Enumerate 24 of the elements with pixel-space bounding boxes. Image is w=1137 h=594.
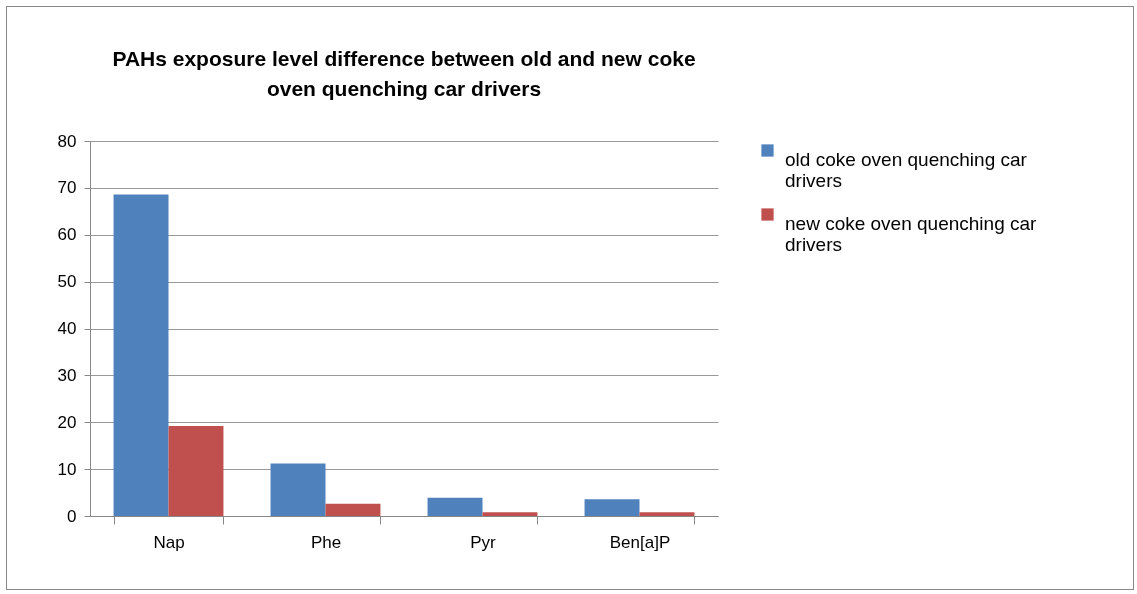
y-tick-label: 30 bbox=[57, 365, 77, 385]
bar bbox=[270, 463, 326, 516]
y-tick-label: 10 bbox=[57, 459, 77, 479]
bar bbox=[168, 426, 224, 516]
bar bbox=[427, 497, 483, 516]
x-tick-label: Pyr bbox=[470, 532, 497, 552]
bar bbox=[113, 194, 169, 516]
y-tick-label: 50 bbox=[57, 272, 77, 292]
legend-label: old coke oven quenching car drivers bbox=[785, 148, 1028, 191]
y-tick-label: 0 bbox=[67, 506, 77, 526]
y-tick-label: 60 bbox=[57, 225, 77, 245]
x-tick-label: Phe bbox=[310, 532, 342, 552]
y-tick-label: 80 bbox=[57, 131, 77, 151]
bar bbox=[639, 512, 695, 516]
y-tick-label: 40 bbox=[57, 319, 77, 338]
bar bbox=[584, 499, 640, 516]
bar bbox=[482, 512, 538, 516]
x-tick-label: Ben[a]P bbox=[609, 532, 671, 552]
x-tick-label: Nap bbox=[153, 532, 185, 552]
bar bbox=[325, 503, 381, 516]
legend-label: new coke oven quenching car drivers bbox=[785, 212, 1038, 255]
y-tick-label: 20 bbox=[57, 412, 77, 432]
y-tick-label: 70 bbox=[57, 178, 77, 198]
chart-title: PAHs exposure level difference between old and new coke oven quenching car drivers bbox=[112, 47, 696, 100]
